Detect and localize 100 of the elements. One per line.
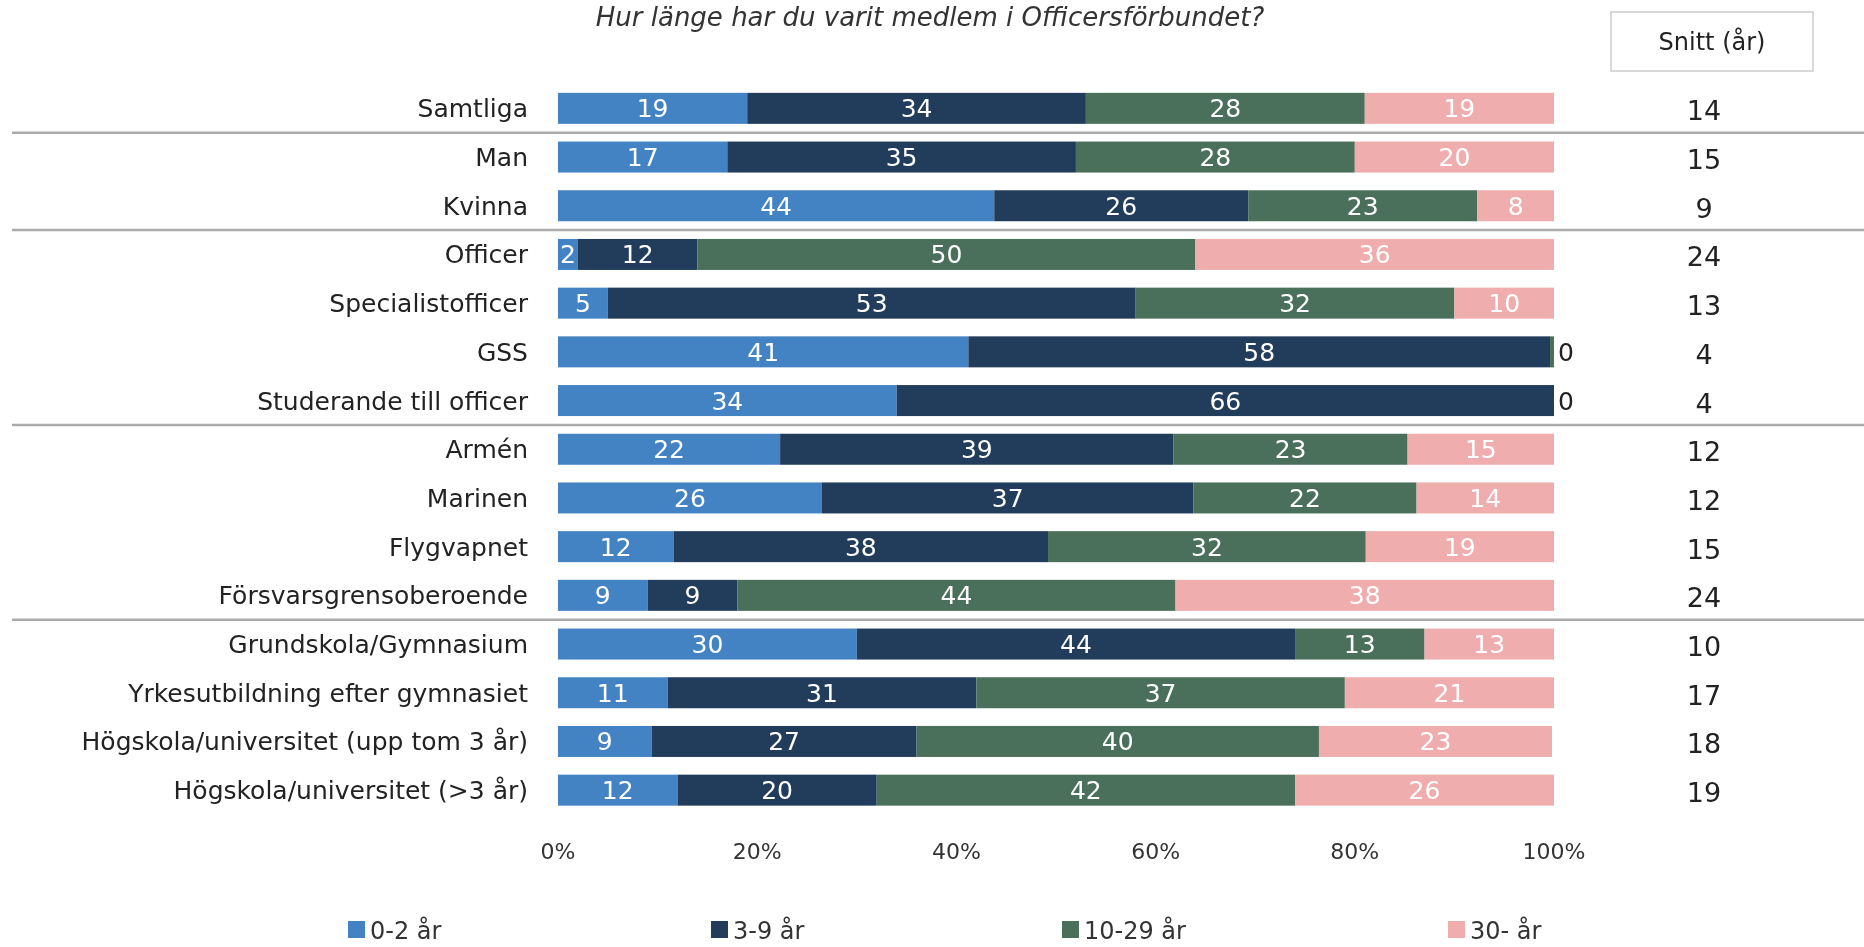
- y-tick-label: Officer: [444, 240, 529, 270]
- bar: [1354, 141, 1554, 173]
- data-label: 12: [601, 776, 634, 806]
- y-tick-label: Flygvapnet: [388, 532, 529, 562]
- data-label: 37: [991, 483, 1024, 513]
- bar: [558, 287, 608, 319]
- data-label: 38: [1348, 581, 1381, 611]
- bar: [607, 287, 1136, 319]
- data-label: 14: [1469, 483, 1502, 513]
- data-label: 26: [1105, 191, 1138, 221]
- bar: [1248, 190, 1478, 222]
- data-label: 40: [1101, 727, 1134, 757]
- bar: [1454, 287, 1554, 319]
- x-tick-label: 40%: [931, 839, 981, 864]
- text: 18: [1686, 728, 1722, 760]
- data-label: 38: [844, 532, 877, 562]
- bar: [577, 238, 698, 270]
- y-tick-label: Kvinna: [442, 191, 528, 221]
- y-tick-label: Specialistofficer: [329, 289, 529, 319]
- data-label: 0: [1558, 337, 1574, 367]
- text: 14: [1686, 95, 1722, 127]
- bar: [1477, 190, 1554, 222]
- bar: [677, 774, 877, 806]
- data-label: 17: [626, 143, 659, 173]
- data-label: 19: [1443, 94, 1476, 124]
- text: 15: [1686, 533, 1722, 565]
- bar: [558, 774, 678, 806]
- data-label: 26: [1408, 776, 1441, 806]
- data-label: 23: [1346, 191, 1379, 221]
- y-tick-label: Högskola/universitet (>3 år): [173, 776, 528, 806]
- data-label: 21: [1433, 678, 1466, 708]
- text: 13: [1686, 290, 1722, 322]
- data-label: 2: [560, 240, 576, 270]
- bar: [697, 238, 1196, 270]
- text: 4: [1695, 338, 1713, 370]
- bar: [558, 482, 822, 514]
- y-tick-label: Yrkesutbildning efter gymnasiet: [127, 678, 529, 708]
- bar: [1550, 336, 1554, 368]
- bar: [673, 531, 1049, 563]
- data-label: 36: [1358, 240, 1391, 270]
- data-label: 9: [596, 727, 613, 757]
- x-tick-label: 100%: [1522, 839, 1586, 864]
- bar: [1173, 433, 1408, 465]
- data-label: 66: [1209, 386, 1242, 416]
- bar: [558, 725, 652, 757]
- data-label: 30: [691, 630, 724, 660]
- bar: [647, 579, 738, 611]
- data-label: 50: [930, 240, 963, 270]
- data-label: 13: [1473, 630, 1506, 660]
- data-label: 13: [1343, 630, 1376, 660]
- y-tick-label: Man: [475, 143, 528, 173]
- bar: [1193, 482, 1417, 514]
- text: 12: [1686, 484, 1722, 516]
- bar: [558, 385, 897, 417]
- data-label: 9: [594, 581, 611, 611]
- data-label: 32: [1190, 532, 1223, 562]
- data-label: 23: [1274, 435, 1307, 465]
- data-label: 9: [684, 581, 701, 611]
- bar: [1175, 579, 1554, 611]
- data-label: 41: [747, 337, 780, 367]
- data-label: 53: [855, 289, 888, 319]
- y-tick-label: Högskola/universitet (upp tom 3 år): [81, 727, 528, 757]
- bar: [876, 774, 1296, 806]
- y-tick-label: Samtliga: [417, 94, 528, 124]
- data-label: 31: [806, 678, 838, 708]
- chart-title: Hur länge har du varit medlem i Officersförbundet?: [595, 2, 1265, 32]
- data-label: 39: [960, 435, 993, 465]
- data-label: 28: [1209, 94, 1242, 124]
- bar: [1295, 628, 1425, 660]
- data-label: 22: [653, 435, 685, 465]
- bar: [651, 725, 917, 757]
- bar: [558, 677, 668, 709]
- bar: [1075, 141, 1355, 173]
- data-label: 19: [1443, 532, 1476, 562]
- data-label: 35: [885, 143, 918, 173]
- data-label: 44: [940, 581, 973, 611]
- bar: [1048, 531, 1366, 563]
- data-label: 27: [768, 727, 800, 757]
- legend-label: 3-9 år: [733, 916, 805, 945]
- bar: [1135, 287, 1455, 319]
- y-tick-label: Studerande till officer: [257, 386, 529, 416]
- data-label: 42: [1069, 776, 1102, 806]
- text: 4: [1695, 387, 1713, 419]
- bar: [1295, 774, 1554, 806]
- data-label: 20: [761, 776, 794, 806]
- legend-label: 30- år: [1470, 916, 1542, 945]
- text: 17: [1686, 679, 1722, 711]
- y-tick-label: Marinen: [426, 483, 528, 513]
- data-label: 19: [636, 94, 669, 124]
- data-label: 58: [1243, 337, 1276, 367]
- text: 15: [1686, 144, 1722, 176]
- bar: [780, 433, 1174, 465]
- text: 12: [1686, 436, 1722, 468]
- text: 19: [1686, 777, 1722, 809]
- bar: [1424, 628, 1554, 660]
- bar: [1344, 677, 1554, 709]
- bar: [1365, 531, 1554, 563]
- text: 10: [1686, 631, 1722, 663]
- text: 24: [1686, 582, 1722, 614]
- data-label: 22: [1289, 483, 1321, 513]
